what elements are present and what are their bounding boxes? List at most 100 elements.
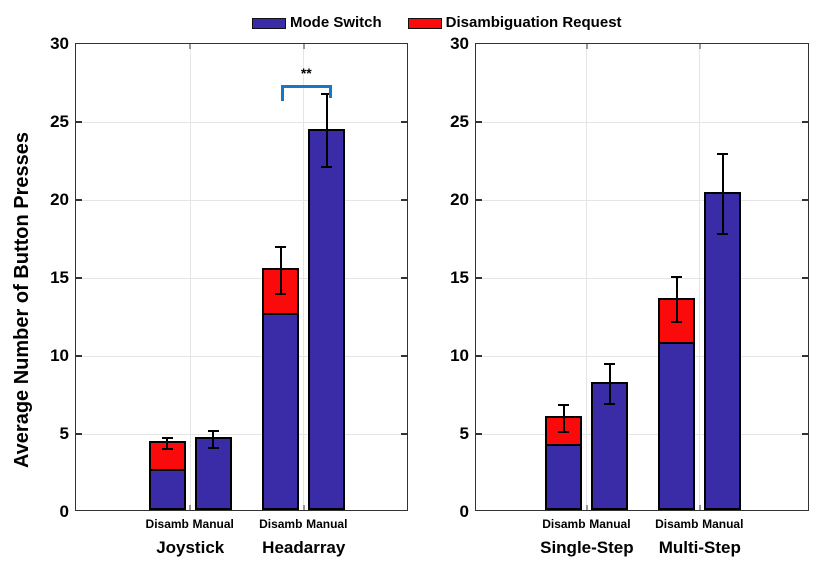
- y-tick-mark: [76, 355, 82, 357]
- y-tick-label-5: 5: [59, 424, 69, 443]
- y-tick-label-0: 0: [59, 502, 69, 521]
- error-bar-headarray-manual: [325, 93, 328, 168]
- error-bar-cap: [558, 404, 570, 407]
- bar-headarray-manual-mode-switch: [308, 129, 346, 510]
- x-tick-mark: [303, 44, 305, 49]
- y-tick-label-30: 30: [50, 34, 69, 53]
- significance-bracket: [280, 84, 332, 88]
- error-bar-single-step-disamb: [562, 405, 565, 432]
- y-tick-mark: [802, 199, 808, 201]
- y-tick-mark: [401, 277, 407, 279]
- y-tick-mark: [476, 277, 482, 279]
- y-tick-label-5: 5: [459, 424, 469, 443]
- error-bar-joystick-manual: [212, 430, 215, 449]
- error-bar-cap: [604, 403, 616, 406]
- bar-multi-step-disamb-mode-switch: [658, 341, 696, 510]
- h-gridline: [476, 277, 808, 279]
- x-tick-mark: [699, 505, 701, 510]
- bar-headarray-disamb-mode-switch: [262, 313, 300, 510]
- x-tick-mark: [586, 505, 588, 510]
- x-tick-label-multi-step-disamb: Disamb: [655, 517, 699, 531]
- legend-swatch-disambiguation-request-icon: [407, 17, 442, 29]
- x-tick-mark: [303, 505, 305, 510]
- h-gridline: [476, 199, 808, 201]
- y-tick-mark: [76, 121, 82, 123]
- bar-single-step-disamb-mode-switch: [545, 443, 583, 510]
- error-bar-multi-step-disamb: [675, 277, 678, 323]
- x-tick-label-joystick-disamb: Disamb: [145, 517, 189, 531]
- y-tick-mark: [401, 355, 407, 357]
- error-bar-cap: [275, 292, 287, 295]
- error-bar-cap: [161, 436, 173, 439]
- error-bar-cap: [717, 152, 729, 155]
- error-bar-cap: [207, 447, 219, 450]
- y-tick-mark: [476, 433, 482, 435]
- x-tick-label-multi-step-manual: Manual: [702, 517, 744, 531]
- y-tick-label-25: 25: [50, 112, 69, 131]
- group-label-single-step: Single-Step: [540, 538, 634, 557]
- y-tick-mark: [802, 433, 808, 435]
- y-tick-label-0: 0: [459, 502, 469, 521]
- x-tick-mark: [189, 505, 191, 510]
- bar-multi-step-manual-mode-switch: [704, 191, 742, 510]
- x-tick-mark: [586, 44, 588, 49]
- y-tick-mark: [476, 199, 482, 201]
- y-tick-mark: [401, 121, 407, 123]
- significance-bracket-tick: [280, 84, 284, 101]
- bar-joystick-manual-mode-switch: [194, 437, 232, 510]
- y-tick-label-10: 10: [450, 346, 469, 365]
- h-gridline: [76, 277, 407, 279]
- left-plot-panel: 0 5 10 15 20 25 30 Disamb Manual Joystick Disamb Ma…: [50, 34, 408, 557]
- v-gridline: [699, 44, 701, 510]
- legend-label-mode-switch: Mode Switch: [290, 14, 382, 31]
- h-gridline: [76, 121, 407, 123]
- x-tick-mark: [699, 44, 701, 49]
- legend-item-mode-switch: Mode Switch: [252, 14, 382, 32]
- x-tick-label-joystick-manual: Manual: [192, 517, 234, 531]
- y-tick-label-15: 15: [50, 268, 69, 287]
- error-bar-cap: [558, 430, 570, 433]
- error-bar-headarray-disamb: [279, 246, 282, 294]
- v-gridline: [189, 44, 191, 510]
- error-bar-cap: [161, 447, 173, 450]
- error-bar-joystick-disamb: [166, 437, 169, 449]
- y-tick-label-10: 10: [50, 346, 69, 365]
- y-tick-mark: [802, 277, 808, 279]
- h-gridline: [476, 355, 808, 357]
- bar-joystick-disamb-mode-switch: [148, 468, 186, 510]
- y-tick-mark: [476, 121, 482, 123]
- error-bar-cap: [604, 362, 616, 365]
- h-gridline: [476, 433, 808, 435]
- y-tick-mark: [76, 199, 82, 201]
- y-tick-label-20: 20: [450, 190, 469, 209]
- legend-item-disambiguation-request: Disambiguation Request: [407, 14, 622, 32]
- legend-label-disambiguation-request: Disambiguation Request: [445, 14, 622, 31]
- group-label-joystick: Joystick: [156, 538, 225, 557]
- y-tick-label-25: 25: [450, 112, 469, 131]
- h-gridline: [76, 355, 407, 357]
- legend: Mode Switch Disambiguation Request: [252, 14, 622, 32]
- y-tick-mark: [476, 355, 482, 357]
- v-gridline: [303, 44, 305, 510]
- x-tick-label-single-step-manual: Manual: [589, 517, 631, 531]
- error-bar-cap: [321, 166, 333, 169]
- y-tick-mark: [401, 199, 407, 201]
- error-bar-cap: [671, 321, 683, 324]
- h-gridline: [76, 199, 407, 201]
- y-tick-mark: [802, 355, 808, 357]
- right-plot-panel: 0 5 10 15 20 25 30 Disamb Manual Single-Step Disam…: [450, 34, 809, 557]
- error-bar-single-step-manual: [608, 363, 611, 405]
- y-tick-mark: [76, 433, 82, 435]
- legend-swatch-mode-switch-icon: [252, 17, 286, 29]
- group-label-headarray: Headarray: [262, 538, 346, 557]
- error-bar-multi-step-manual: [721, 153, 724, 234]
- error-bar-cap: [321, 92, 333, 95]
- x-tick-label-headarray-manual: Manual: [306, 517, 348, 531]
- v-gridline: [586, 44, 588, 510]
- x-tick-label-single-step-disamb: Disamb: [542, 517, 586, 531]
- y-tick-label-15: 15: [450, 268, 469, 287]
- y-tick-label-30: 30: [450, 34, 469, 53]
- y-tick-mark: [802, 121, 808, 123]
- error-bar-cap: [207, 429, 219, 432]
- significance-bracket-tick: [328, 84, 332, 98]
